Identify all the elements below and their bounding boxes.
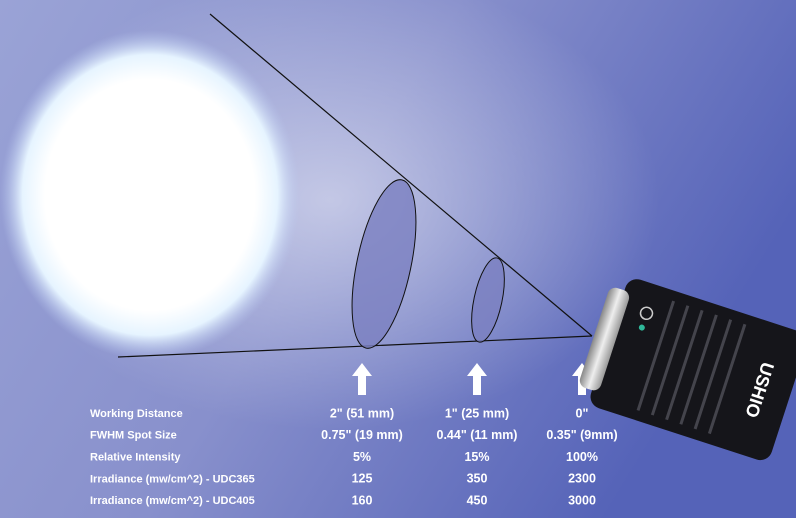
arrow [352, 363, 372, 395]
cell: 5% [353, 450, 371, 464]
light-spot [0, 30, 300, 360]
cell: 100% [566, 450, 598, 464]
spec-table: Working Distance 2" (51 mm) 1" (25 mm) 0" FW… [90, 406, 618, 507]
cell: 450 [467, 493, 488, 507]
beam-edge [209, 13, 593, 337]
cell: 0.35" (9mm) [546, 428, 617, 442]
cell: 0" [576, 406, 589, 420]
cell: 350 [467, 472, 488, 486]
cell: 1" (25 mm) [445, 406, 509, 420]
cell: 2" (51 mm) [330, 406, 394, 420]
cell: 15% [464, 450, 489, 464]
spot-ellipse [471, 257, 505, 343]
row-label: Working Distance [90, 408, 183, 420]
arrow [467, 363, 487, 395]
device-cap [579, 287, 630, 391]
row-label: FWHM Spot Size [90, 430, 177, 442]
spot-ellipse [351, 179, 417, 349]
row-label: Irradiance (mw/cm^2) - UDC405 [90, 495, 255, 507]
row-label: Irradiance (mw/cm^2) - UDC365 [90, 473, 255, 485]
cell: 125 [352, 472, 373, 486]
cell: 2300 [568, 472, 596, 486]
cell: 160 [352, 493, 373, 507]
icon [639, 306, 654, 321]
cell: 0.44" (11 mm) [437, 428, 518, 442]
cell: 0.75" (19 mm) [321, 428, 403, 442]
cell: 3000 [568, 493, 596, 507]
led [638, 324, 645, 331]
device: USHIO [579, 279, 796, 461]
beam-edge [117, 335, 593, 358]
row-label: Relative Intensity [90, 452, 181, 464]
